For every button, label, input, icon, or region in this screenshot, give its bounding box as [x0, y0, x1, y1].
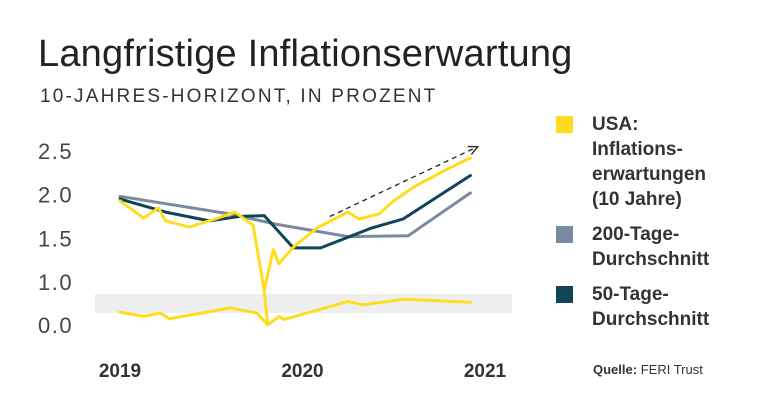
x-tick-label: 2021	[464, 361, 507, 382]
legend-label-200-tage: 200-Tage- Durchschnitt	[592, 224, 710, 270]
legend-label-usa: USA: Inflations- erwartungen (10 Jahre)	[592, 114, 707, 210]
y-tick-label: 2.5	[38, 139, 73, 164]
source-value: FERI Trust	[640, 362, 703, 377]
axis-break-band	[95, 294, 512, 313]
legend-label-50-tage: 50-Tage- Durchschnitt	[592, 284, 710, 330]
series-line-usa-connector	[262, 290, 270, 326]
series-line-50-tage	[118, 174, 472, 250]
legend-swatch-50-tage	[556, 286, 573, 303]
y-tick-label: 1.5	[38, 226, 73, 251]
series-line-usa	[118, 156, 472, 293]
chart-legend: USA: Inflations- erwartungen (10 Jahre) …	[556, 112, 756, 342]
trend-arrow-head	[467, 145, 480, 155]
source-label: Quelle:	[593, 362, 638, 377]
legend-item-50-tage: 50-Tage- Durchschnitt	[556, 282, 756, 332]
x-tick-label: 2019	[99, 361, 141, 382]
y-tick-label: 0.0	[38, 313, 73, 338]
source-note: Quelle: FERI Trust	[593, 362, 703, 377]
y-tick-label: 2.0	[38, 183, 73, 208]
trend-arrow-line	[329, 146, 478, 218]
legend-item-usa: USA: Inflations- erwartungen (10 Jahre)	[556, 112, 756, 212]
chart-title: Langfristige Inflationserwartung	[38, 33, 573, 75]
chart-subtitle: 10-JAHRES-HORIZONT, IN PROZENT	[40, 86, 438, 107]
series-line-usa-lower	[118, 297, 472, 327]
legend-item-200-tage: 200-Tage- Durchschnitt	[556, 222, 756, 272]
x-tick-label: 2020	[281, 361, 323, 382]
y-tick-label: 1.0	[38, 270, 73, 295]
legend-swatch-200-tage	[556, 226, 573, 243]
legend-swatch-usa	[556, 116, 573, 133]
